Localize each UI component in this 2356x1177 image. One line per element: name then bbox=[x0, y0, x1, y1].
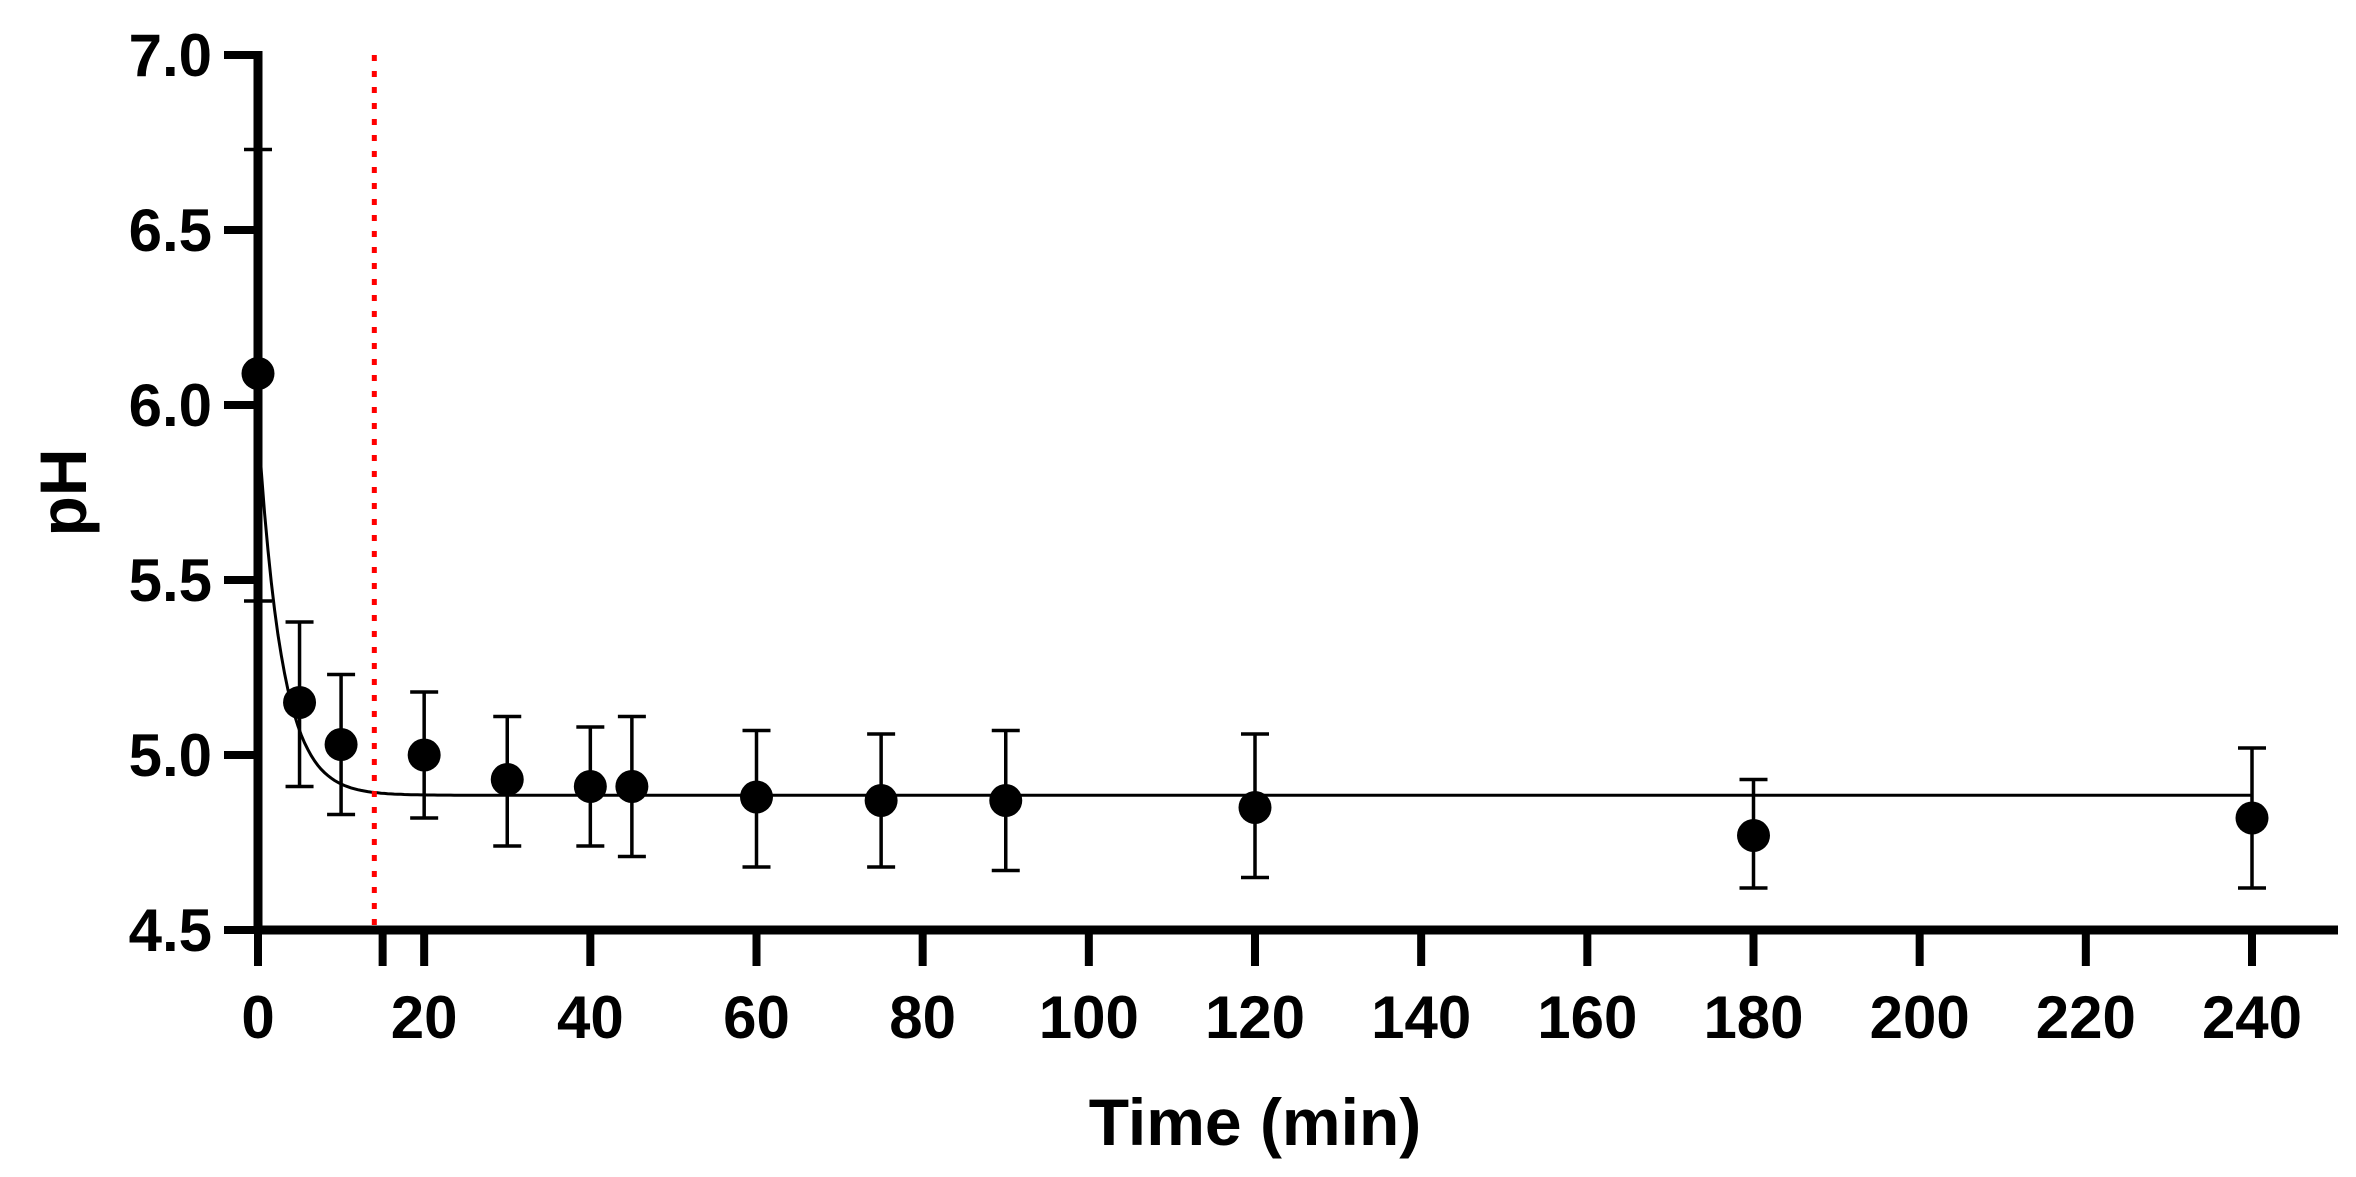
data-point bbox=[324, 728, 358, 761]
data-point bbox=[490, 763, 524, 796]
x-tick-label: 160 bbox=[1537, 984, 1637, 1051]
data-point bbox=[573, 770, 607, 803]
x-tick-label: 140 bbox=[1371, 984, 1471, 1051]
y-tick-label: 5.0 bbox=[129, 722, 212, 789]
x-tick-label: 100 bbox=[1039, 984, 1139, 1051]
x-tick-label: 240 bbox=[2202, 984, 2302, 1051]
x-tick-label: 120 bbox=[1205, 984, 1305, 1051]
x-tick-label: 60 bbox=[723, 984, 790, 1051]
x-tick-label: 40 bbox=[557, 984, 624, 1051]
error-bars bbox=[244, 147, 2266, 890]
x-ticks bbox=[254, 930, 2256, 966]
data-point bbox=[1737, 819, 1770, 852]
y-tick-label: 6.5 bbox=[129, 197, 212, 264]
data-point bbox=[407, 738, 441, 772]
x-tick-label: 220 bbox=[2036, 984, 2136, 1051]
y-ticks bbox=[224, 51, 258, 934]
x-tick-label: 200 bbox=[1870, 984, 1970, 1051]
y-tick-label: 4.5 bbox=[129, 897, 212, 964]
y-tick-label: 6.0 bbox=[129, 372, 212, 439]
data-points bbox=[241, 357, 2269, 852]
data-point bbox=[864, 784, 898, 817]
data-point bbox=[2235, 801, 2269, 835]
data-point bbox=[989, 784, 1023, 817]
y-axis-title: pH bbox=[26, 449, 100, 537]
x-tick-labels: 0 20 40 60 80 100 120 140 160 180 200 220 240 bbox=[241, 984, 2302, 1051]
data-point bbox=[1238, 791, 1272, 824]
x-tick-label: 20 bbox=[391, 984, 458, 1051]
data-point bbox=[615, 770, 649, 803]
data-point bbox=[283, 686, 317, 719]
x-tick-label: 0 bbox=[241, 984, 274, 1051]
x-axis-title: Time (min) bbox=[1089, 1085, 1421, 1159]
y-tick-label: 5.5 bbox=[129, 547, 212, 614]
y-tick-labels: 4.5 5.0 5.5 6.0 6.5 7.0 bbox=[129, 22, 212, 964]
data-point bbox=[740, 780, 773, 814]
x-tick-label: 180 bbox=[1703, 984, 1803, 1051]
y-tick-label: 7.0 bbox=[129, 22, 212, 89]
x-tick-label: 80 bbox=[889, 984, 956, 1051]
